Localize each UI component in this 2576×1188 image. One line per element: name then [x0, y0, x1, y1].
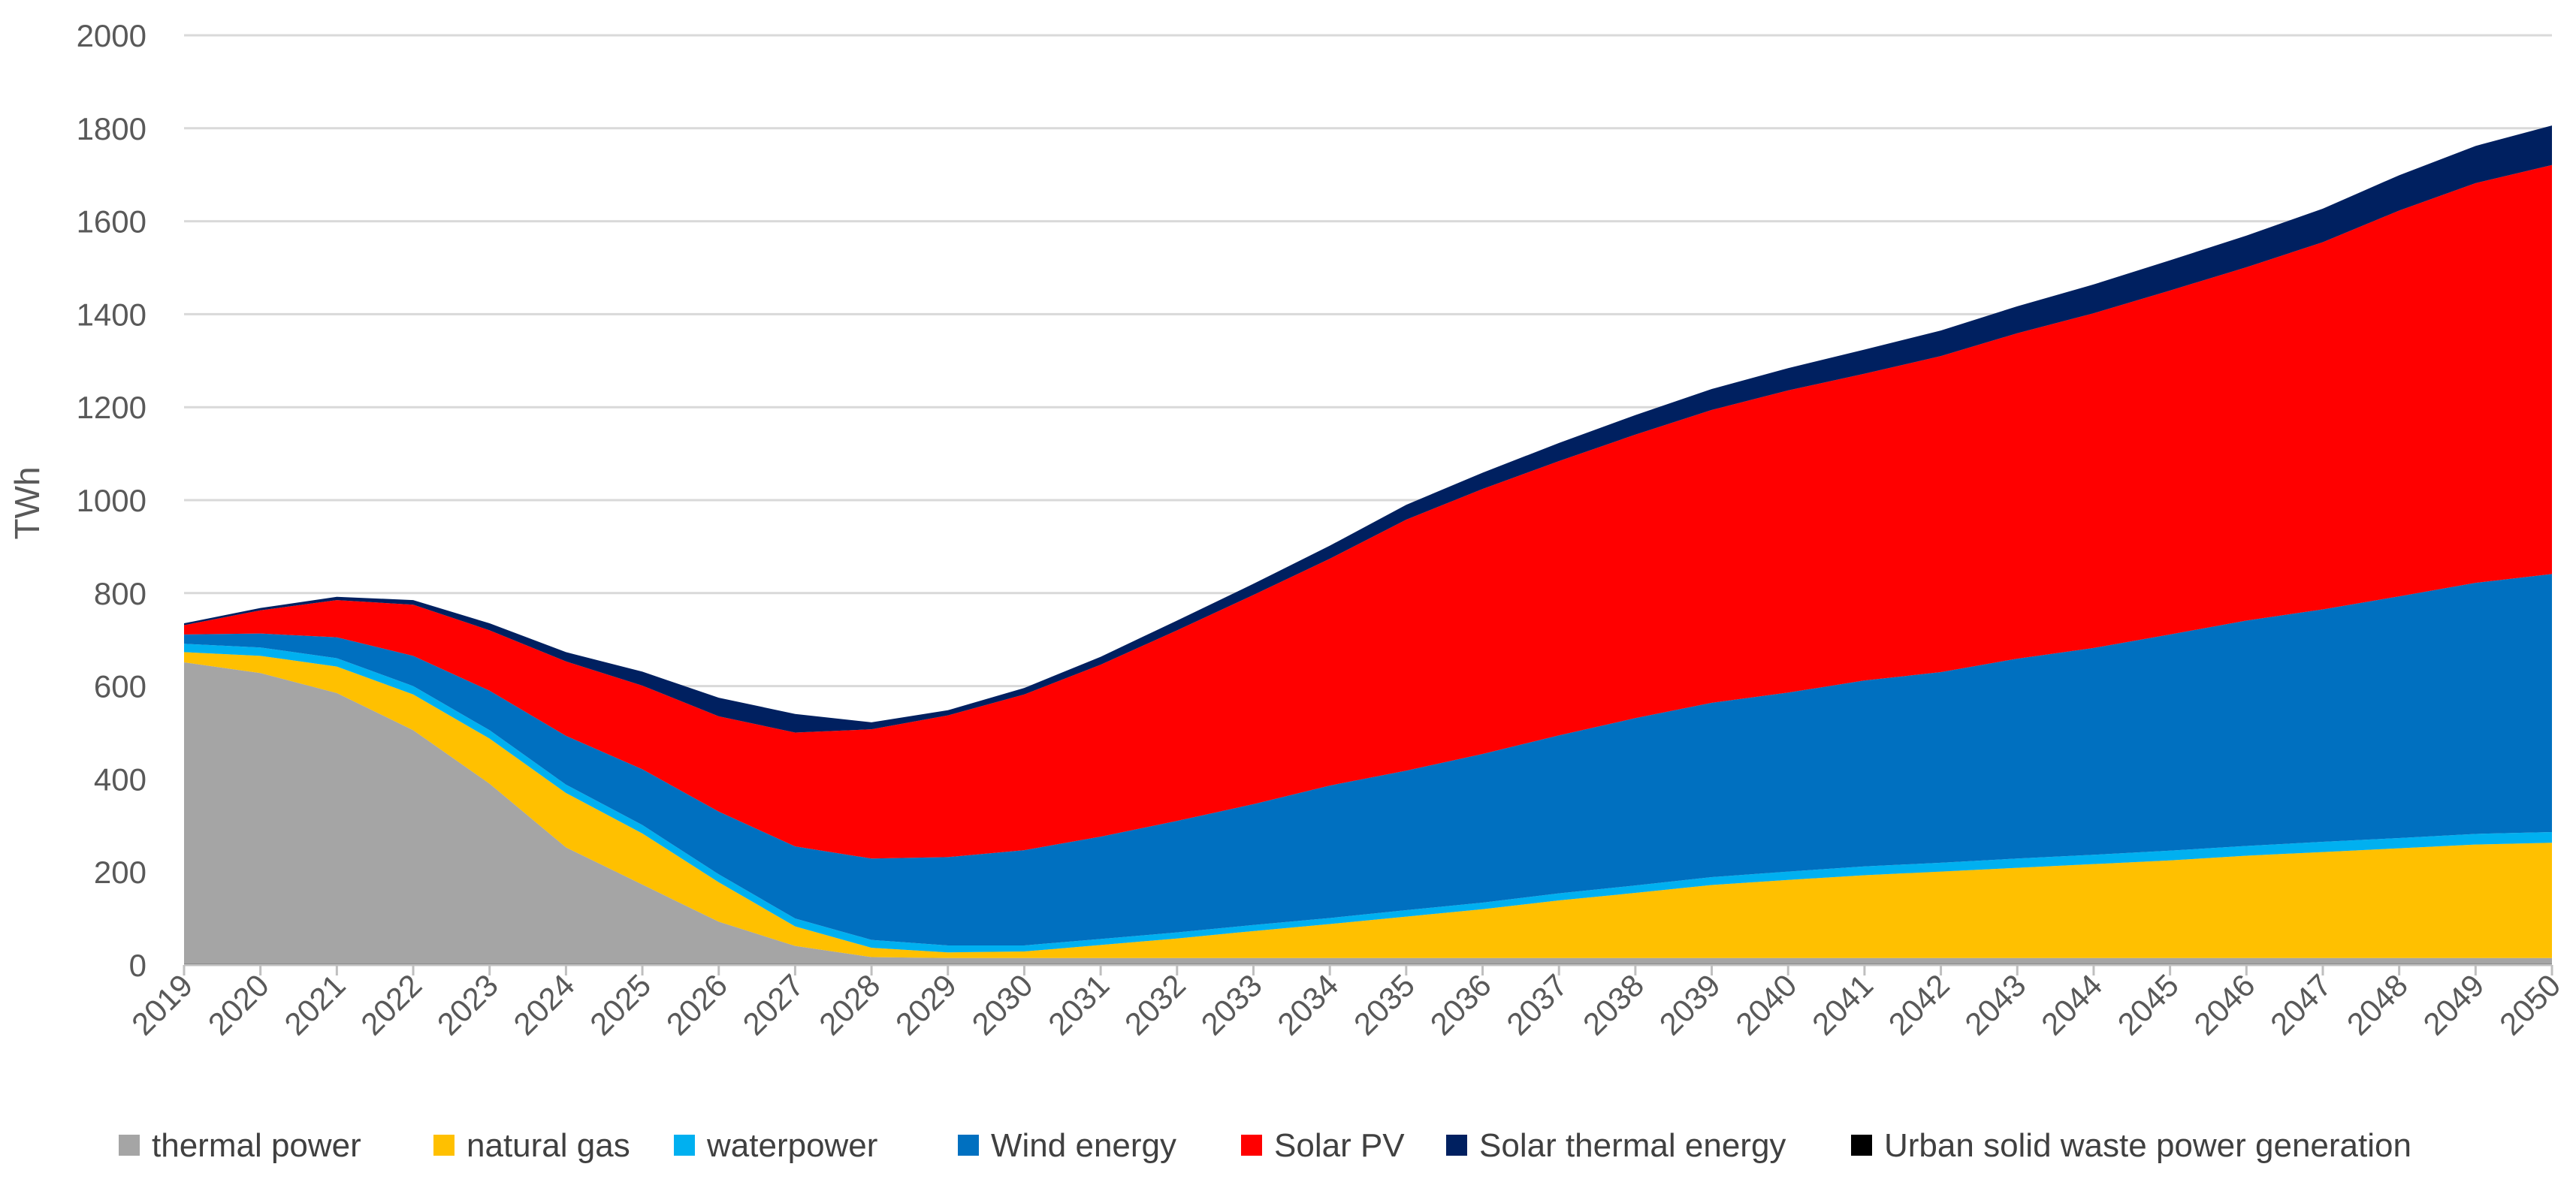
x-tick-label: 2036	[1424, 967, 1498, 1042]
x-tick-label: 2028	[812, 967, 886, 1042]
x-tick-label: 2026	[660, 967, 734, 1042]
legend-label: Wind energy	[991, 1127, 1176, 1164]
y-tick-label: 1600	[77, 204, 146, 240]
area-solar-pv	[184, 164, 2552, 859]
y-tick-label: 2000	[77, 18, 146, 53]
legend-item-urban-solid-waste-power-generation: Urban solid waste power generation	[1851, 1127, 2411, 1164]
x-tick-label: 2041	[1805, 967, 1880, 1042]
x-tick-label: 2046	[2187, 967, 2261, 1042]
x-tick-label: 2048	[2340, 967, 2414, 1042]
legend-label: Urban solid waste power generation	[1884, 1127, 2411, 1164]
y-tick-labels: 0 200 400 600 800 1000 1200 1400 1600 1800 2000	[77, 18, 146, 983]
legend-swatch	[1241, 1135, 1262, 1156]
x-tick-label: 2037	[1499, 967, 1574, 1042]
legend-swatch	[674, 1135, 695, 1156]
legend-swatch	[1851, 1135, 1872, 1156]
x-tick-labels: 2019 2020 2021 2022 2023 2024 2025 2026 2027 2028…	[125, 967, 2567, 1042]
legend-item-solar-thermal-energy: Solar thermal energy	[1446, 1127, 1786, 1164]
y-axis-title: TWh	[8, 466, 47, 539]
x-tick-label: 2043	[1958, 967, 2032, 1042]
legend-swatch	[433, 1135, 454, 1156]
x-tick-label: 2023	[430, 967, 505, 1042]
x-tick-label: 2022	[354, 967, 428, 1042]
x-tick-label: 2040	[1729, 967, 1803, 1042]
legend-item-wind-energy: Wind energy	[958, 1127, 1176, 1164]
x-tick-label: 2029	[889, 967, 963, 1042]
y-tick-label: 1000	[77, 483, 146, 518]
x-tick-label: 2039	[1653, 967, 1727, 1042]
y-tick-label: 1200	[77, 390, 146, 425]
legend-swatch	[1446, 1135, 1467, 1156]
x-tick-label: 2021	[277, 967, 352, 1042]
area-series	[184, 125, 2552, 965]
y-tick-label: 400	[94, 761, 146, 797]
legend-label: waterpower	[706, 1127, 877, 1164]
x-tick-label: 2044	[2034, 967, 2109, 1042]
x-tick-label: 2024	[506, 967, 581, 1042]
y-tick-label: 1800	[77, 111, 146, 146]
legend-item-waterpower: waterpower	[674, 1127, 877, 1164]
x-tick-label: 2049	[2416, 967, 2490, 1042]
x-tick-label: 2025	[583, 967, 657, 1042]
x-tick-label: 2032	[1118, 967, 1192, 1042]
legend: thermal power natural gas waterpower Wind e…	[119, 1127, 2411, 1164]
x-tick-label: 2047	[2263, 967, 2338, 1042]
x-tick-label: 2042	[1882, 967, 1956, 1042]
area-natural-gas	[184, 652, 2552, 958]
y-tick-label: 800	[94, 576, 146, 611]
legend-item-solar-pv: Solar PV	[1241, 1127, 1405, 1164]
y-tick-label: 200	[94, 855, 146, 890]
legend-item-natural-gas: natural gas	[433, 1127, 630, 1164]
legend-label: Solar PV	[1274, 1127, 1405, 1164]
x-tick-label: 2020	[201, 967, 276, 1042]
x-tick-label: 2030	[965, 967, 1040, 1042]
legend-swatch	[958, 1135, 979, 1156]
y-tick-label: 600	[94, 669, 146, 704]
axes	[183, 963, 2553, 975]
x-tick-label: 2035	[1347, 967, 1421, 1042]
legend-swatch	[119, 1135, 140, 1156]
legend-label: Solar thermal energy	[1479, 1127, 1786, 1164]
legend-item-thermal-power: thermal power	[119, 1127, 361, 1164]
x-tick-label: 2034	[1270, 967, 1345, 1042]
y-tick-label: 1400	[77, 297, 146, 332]
area-wind-energy	[184, 574, 2552, 946]
x-tick-label: 2031	[1041, 967, 1116, 1042]
x-tick-label: 2050	[2493, 967, 2567, 1042]
area-thermal-power	[184, 662, 2552, 964]
x-tick-label: 2027	[735, 967, 810, 1042]
legend-label: thermal power	[152, 1127, 361, 1164]
x-tick-label: 2038	[1576, 967, 1650, 1042]
y-tick-label: 0	[129, 948, 146, 983]
x-tick-label: 2033	[1194, 967, 1269, 1042]
x-tick-label: 2045	[2111, 967, 2185, 1042]
legend-label: natural gas	[467, 1127, 630, 1164]
